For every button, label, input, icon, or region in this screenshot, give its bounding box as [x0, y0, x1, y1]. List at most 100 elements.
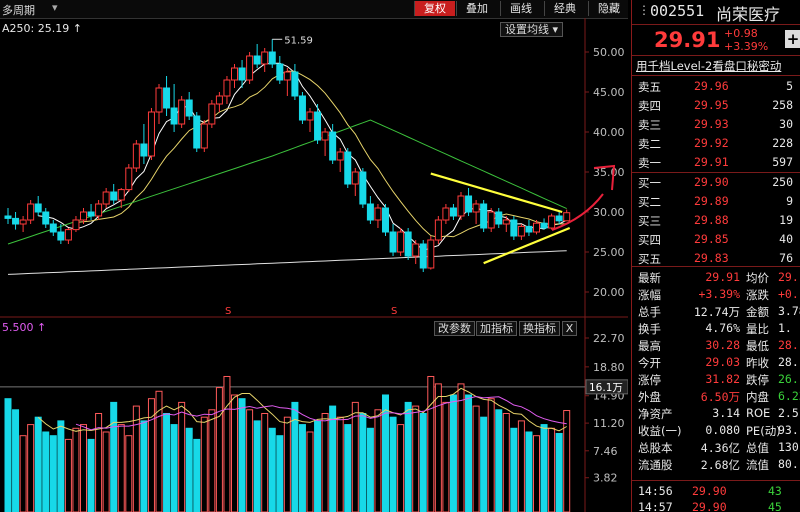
- candle-body: [27, 203, 35, 221]
- candle: [200, 120, 208, 152]
- stat-label: 外盘: [638, 390, 661, 404]
- volume-bar: [434, 383, 442, 512]
- book-row-volume: 5: [786, 79, 793, 93]
- draw-line-button[interactable]: 画线: [500, 1, 541, 16]
- volume-bar: [480, 416, 488, 512]
- candle: [185, 92, 193, 120]
- period-label[interactable]: 多周期: [2, 4, 35, 17]
- price-chart[interactable]: 50.00 45.00 40.00 35.00 30.00 25.00 20.00 51.59…: [0, 18, 628, 318]
- stat-value: 2.5: [778, 406, 799, 420]
- book-row-label: 买二: [638, 195, 661, 209]
- close-indicator-button[interactable]: X: [562, 321, 577, 336]
- candle: [329, 124, 337, 164]
- volume-bar: [336, 416, 344, 512]
- candle: [80, 208, 87, 224]
- book-row-label: 卖二: [638, 137, 661, 151]
- book-row-label: 买三: [638, 214, 661, 228]
- stat-value: 3.14: [712, 406, 740, 420]
- candle-body: [140, 143, 148, 157]
- change-indicator-button[interactable]: 换指标: [519, 321, 560, 336]
- candle: [540, 218, 548, 230]
- candle: [291, 64, 299, 100]
- tick-time: 14:57: [638, 500, 673, 512]
- level2-banner-link[interactable]: 用千档Level-2看盘口秘密动: [636, 59, 782, 73]
- chart-toolbar: 多周期 ▾ 复权 叠加 画线 经典 隐藏: [0, 0, 628, 19]
- stat-label: 换手: [638, 322, 661, 336]
- candle: [374, 204, 382, 228]
- candle: [125, 164, 133, 192]
- hide-button[interactable]: 隐藏: [588, 1, 629, 16]
- classic-button[interactable]: 经典: [544, 1, 585, 16]
- volume-bar: [64, 438, 72, 512]
- kline-chart-area[interactable]: 多周期 ▾ 复权 叠加 画线 经典 隐藏 A250: 25.19 ↑ 设置均线 …: [0, 0, 628, 512]
- candle: [178, 96, 186, 128]
- volume-bar: [457, 383, 465, 512]
- candle-body: [397, 231, 405, 253]
- book-row-volume: 597: [772, 155, 793, 169]
- candle: [404, 228, 412, 260]
- candle: [87, 204, 95, 220]
- candle: [117, 188, 125, 208]
- stat-value: 29.: [778, 270, 799, 284]
- candle: [457, 192, 465, 220]
- volume-tick-label: 18.80: [593, 361, 625, 374]
- candle: [502, 216, 510, 232]
- stat-value: +3.39%: [698, 287, 740, 301]
- fuquan-button[interactable]: 复权: [414, 1, 455, 16]
- candle-body: [170, 107, 178, 125]
- book-row-volume: 76: [779, 251, 793, 265]
- stat-value: 4.76%: [705, 321, 740, 335]
- add-indicator-button[interactable]: 加指标: [476, 321, 517, 336]
- volume-bar: [80, 424, 87, 512]
- candle-body: [64, 229, 72, 241]
- volume-bar: [246, 409, 254, 512]
- period-dropdown-icon[interactable]: ▾: [52, 1, 58, 14]
- edit-params-button[interactable]: 改参数: [434, 321, 475, 336]
- volume-bar: [238, 398, 246, 512]
- ma-settings-button[interactable]: 设置均线 ▾: [500, 22, 564, 37]
- candle: [215, 92, 223, 112]
- overlay-button[interactable]: 叠加: [456, 1, 497, 16]
- stat-label: 涨停: [638, 373, 661, 387]
- volume-bar: [525, 431, 533, 512]
- candle: [314, 104, 322, 144]
- volume-bar: [540, 424, 548, 512]
- menu-icon[interactable]: ⋮: [638, 3, 650, 17]
- candle-body: [548, 215, 556, 229]
- volume-bar: [359, 412, 367, 512]
- volume-bar: [291, 401, 299, 512]
- candle-body: [117, 189, 125, 201]
- candle: [253, 44, 261, 68]
- volume-bar: [178, 401, 186, 512]
- candle-body: [208, 103, 216, 125]
- candle: [510, 216, 518, 240]
- candle: [465, 188, 473, 216]
- volume-tick-label: 22.70: [593, 332, 625, 345]
- price-tick-label: 30.00: [593, 206, 625, 219]
- candle-body: [480, 203, 488, 229]
- candle-body: [321, 131, 329, 141]
- candle: [147, 108, 155, 160]
- volume-bar: [389, 416, 397, 512]
- stat-value: 12.74万: [693, 305, 740, 319]
- candle-body: [336, 151, 344, 161]
- candle: [276, 56, 284, 84]
- candle: [397, 228, 405, 256]
- candle-body: [291, 71, 299, 97]
- candle-body: [412, 243, 420, 257]
- volume-bar: [510, 427, 518, 512]
- stat-value: 6.23: [778, 389, 800, 403]
- add-watchlist-button[interactable]: +: [785, 30, 800, 48]
- volume-bar: [208, 409, 216, 512]
- volume-bar: [117, 424, 125, 512]
- tick-price: 29.90: [692, 484, 727, 498]
- volume-bar: [261, 412, 269, 512]
- volume-bar: [27, 424, 35, 512]
- candle: [563, 209, 571, 222]
- candle: [419, 240, 427, 272]
- candle: [517, 224, 525, 240]
- volume-bar: [34, 416, 42, 512]
- candle: [170, 84, 178, 132]
- candle-body: [19, 219, 27, 225]
